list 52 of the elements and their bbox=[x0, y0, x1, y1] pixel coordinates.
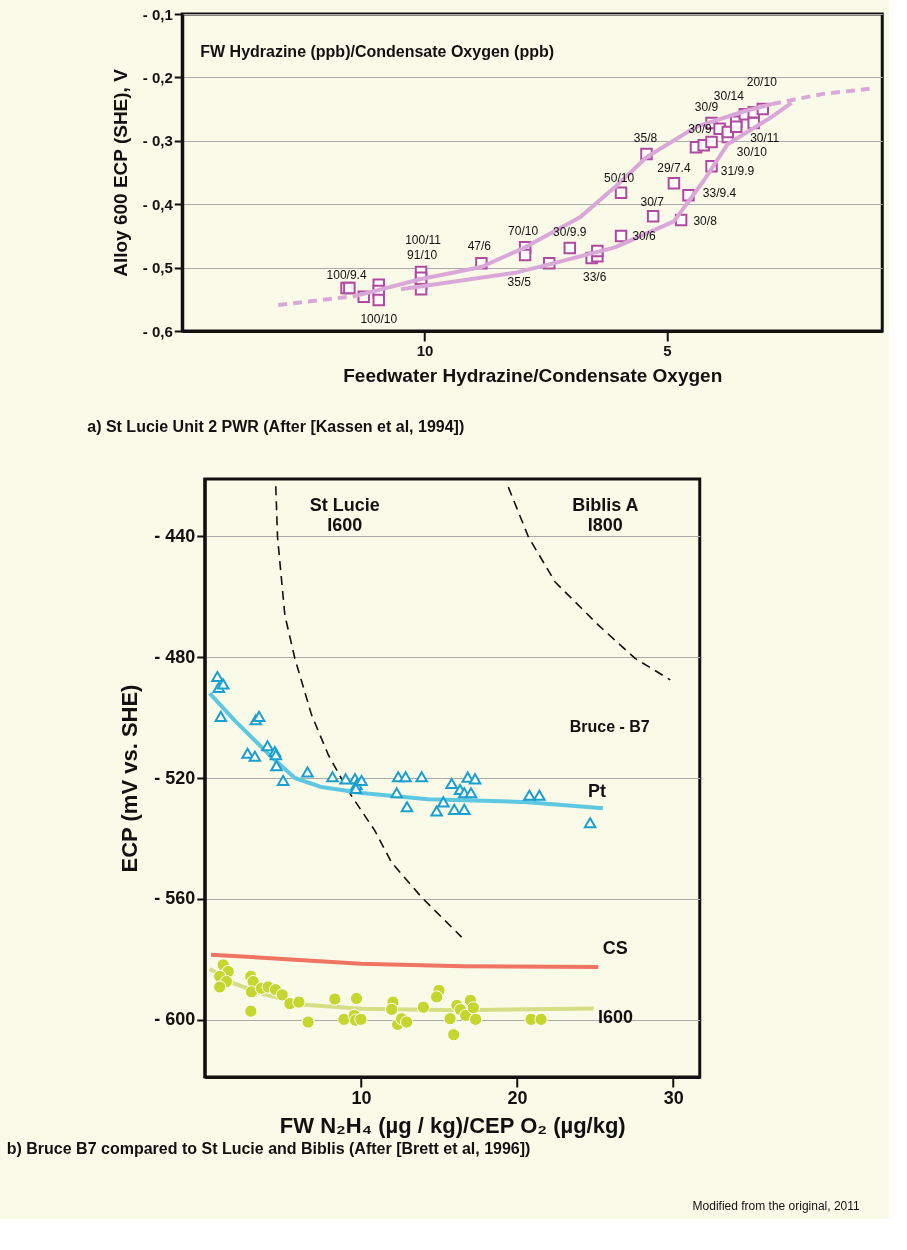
y-tick-label: - 0,5 bbox=[142, 259, 173, 277]
annotation: 30/6 bbox=[632, 228, 657, 243]
x-tick-label: 20 bbox=[507, 1087, 528, 1108]
x-tick-label: 10 bbox=[416, 341, 434, 359]
annotation: 30/11 bbox=[750, 131, 780, 146]
x-tick-label: 5 bbox=[663, 341, 672, 359]
series-label: I600 bbox=[598, 1007, 634, 1028]
annotation: 30/10 bbox=[736, 145, 768, 159]
y-tick-label: - 0,4 bbox=[142, 195, 174, 213]
text: Biblis A I800 bbox=[572, 495, 639, 536]
annotation: 100/10 bbox=[360, 311, 398, 326]
text: a) St Lucie Unit 2 PWR (After [Kassen et al, 1994]) bbox=[87, 418, 465, 435]
y-tick-label: - 600 bbox=[154, 1009, 196, 1030]
annotation: 30/8 bbox=[693, 214, 718, 229]
y-tick-label: - 520 bbox=[154, 767, 196, 788]
annotation: 20/10 bbox=[746, 75, 778, 90]
series-label: St Lucie I600 bbox=[309, 495, 380, 536]
y-tick-label: - 0,3 bbox=[142, 132, 173, 150]
annotation: 30/9.9 bbox=[553, 224, 587, 239]
series-label: Pt bbox=[587, 781, 606, 802]
annotation: 30/9 bbox=[688, 122, 712, 137]
x-axis-title: FW N₂H₄ (µg / kg)/CEP O₂ (µg/kg) bbox=[279, 1112, 626, 1138]
text: Modified from the original, 2011 bbox=[692, 1199, 861, 1213]
annotation: 35/5 bbox=[507, 275, 532, 290]
annotation: 100/11 bbox=[405, 233, 442, 248]
y-axis-title: Alloy 600 ECP (SHE), V bbox=[109, 68, 131, 277]
annotation: 100/9.4 bbox=[326, 267, 367, 282]
annotation: 33/6 bbox=[582, 270, 607, 285]
x-axis-title: Feedwater Hydrazine/Condensate Oxygen bbox=[343, 364, 723, 386]
annotation: 30/9 bbox=[694, 100, 719, 115]
y-tick-label: - 0,1 bbox=[142, 5, 173, 23]
annotation: Bruce - B7 bbox=[569, 718, 650, 735]
y-tick-label: - 560 bbox=[154, 888, 196, 909]
text: b) Bruce B7 compared to St Lucie and Biblis (After [Brett et al, 1996]) bbox=[6, 1140, 531, 1157]
y-tick-label: - 0,6 bbox=[142, 322, 173, 340]
annotation: 91/10 bbox=[407, 248, 438, 263]
x-tick-label: 10 bbox=[351, 1087, 372, 1108]
annotation: 30/7 bbox=[640, 195, 665, 210]
annotation: 35/8 bbox=[633, 131, 658, 146]
annotation: 29/7.4 bbox=[657, 161, 691, 176]
x-tick-label: 30 bbox=[663, 1087, 684, 1108]
series-label: CS bbox=[602, 938, 628, 959]
annotation: FW Hydrazine (ppb)/Condensate Oxygen (ppb) bbox=[200, 43, 555, 60]
annotation: 47/6 bbox=[467, 239, 492, 254]
y-tick-label: - 0,2 bbox=[142, 68, 173, 86]
annotation: 31/9.9 bbox=[720, 164, 755, 179]
y-axis-title: ECP (mV vs. SHE) bbox=[117, 684, 143, 873]
annotation: 33/9.4 bbox=[702, 186, 737, 201]
y-tick-label: - 440 bbox=[154, 525, 196, 546]
annotation: 50/10 bbox=[604, 170, 635, 185]
y-tick-label: - 480 bbox=[154, 646, 196, 667]
annotation: 70/10 bbox=[508, 224, 539, 239]
